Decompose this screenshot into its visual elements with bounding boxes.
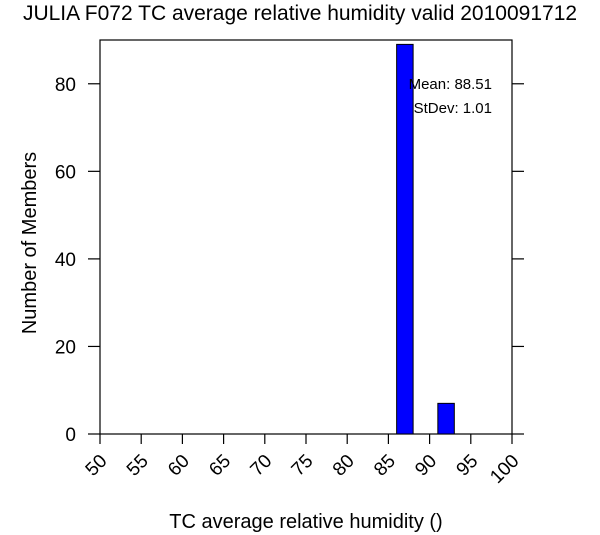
x-tick-label: 55	[123, 451, 153, 481]
x-tick-label: 95	[453, 451, 483, 481]
chart-title: JULIA F072 TC average relative humidity …	[23, 2, 577, 25]
x-tick-label: 75	[288, 451, 318, 481]
bar-0	[396, 43, 414, 435]
x-tick-label: 100	[486, 451, 523, 488]
x-tick-label: 70	[247, 451, 277, 481]
x-tick-label: 65	[205, 451, 235, 481]
mean-annotation: Mean: 88.51	[409, 76, 492, 93]
y-tick-label: 20	[55, 337, 76, 358]
x-tick-label: 85	[370, 451, 400, 481]
x-axis-label: TC average relative humidity ()	[169, 511, 442, 533]
y-tick-label: 0	[65, 425, 76, 446]
x-tick-label: 60	[164, 451, 194, 481]
bar-1	[437, 402, 455, 435]
y-tick-label: 40	[55, 250, 76, 271]
stdev-annotation: StDev: 1.01	[414, 100, 492, 117]
x-tick-label: 50	[82, 451, 112, 481]
y-axis-label: Number of Members	[19, 152, 41, 334]
x-tick-label: 80	[329, 451, 359, 481]
y-tick-label: 80	[55, 75, 76, 96]
x-tick-label: 90	[411, 451, 441, 481]
y-tick-label: 60	[55, 162, 76, 183]
